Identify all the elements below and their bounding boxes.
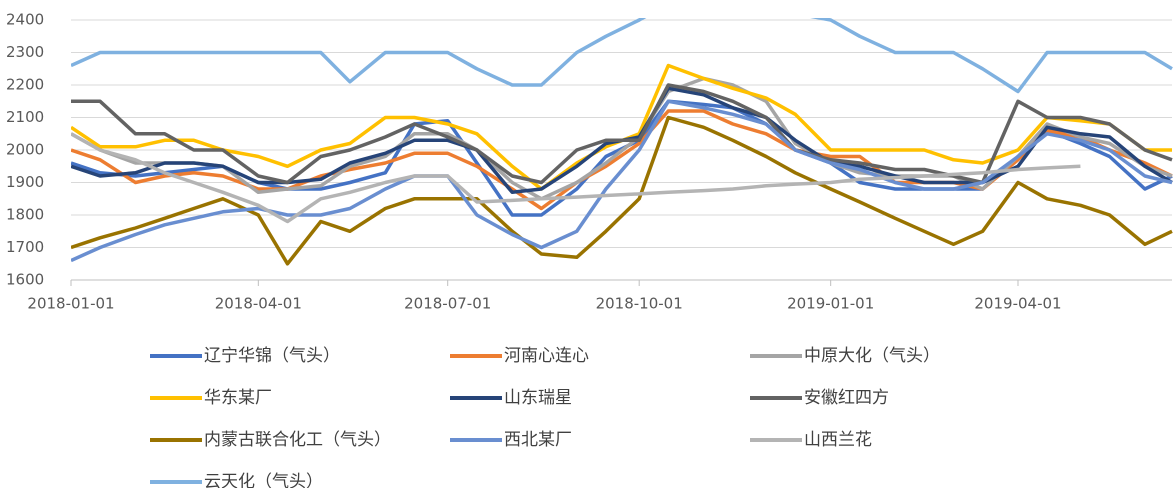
legend-label: 西北某厂 xyxy=(504,430,572,450)
y-tick-label: 2100 xyxy=(6,108,44,126)
legend-label: 山东瑞星 xyxy=(504,388,572,408)
x-tick-label: 2018-10-01 xyxy=(596,295,683,313)
y-tick-label: 1600 xyxy=(6,271,44,289)
legend-label: 华东某厂 xyxy=(204,388,272,408)
y-tick-label: 2000 xyxy=(6,141,44,159)
legend-label: 内蒙古联合化工（气头） xyxy=(204,430,391,450)
series-line xyxy=(71,83,1173,185)
legend-label: 山西兰花 xyxy=(804,430,872,450)
x-tick-label: 2018-01-01 xyxy=(27,295,114,313)
legend-label: 云天化（气头） xyxy=(204,472,323,488)
legend-label: 安徽红四方 xyxy=(804,388,889,408)
legend: 辽宁华锦（气头） 河南心连心 中原大化（气头） 华东某厂 山东瑞星 安徽红四方内蒙古联合化… xyxy=(150,346,940,488)
y-tick-label: 2400 xyxy=(6,11,44,29)
series-line xyxy=(71,132,1081,224)
series-line xyxy=(71,99,1173,263)
plot-area xyxy=(71,18,1173,266)
series-line xyxy=(71,18,1173,94)
x-tick-label: 2019-01-01 xyxy=(787,295,874,313)
x-tick-label: 2019-04-01 xyxy=(974,295,1061,313)
y-tick-label: 1700 xyxy=(6,238,44,256)
y-tick-label: 1900 xyxy=(6,173,44,191)
x-tick-label: 2018-07-01 xyxy=(404,295,491,313)
series-line xyxy=(71,76,1173,201)
y-tick-label: 1800 xyxy=(6,206,44,224)
legend-label: 中原大化（气头） xyxy=(804,346,940,366)
y-tick-label: 2300 xyxy=(6,43,44,61)
y-tick-label: 2200 xyxy=(6,76,44,94)
legend-label: 辽宁华锦（气头） xyxy=(204,346,340,366)
legend-label: 河南心连心 xyxy=(504,346,589,366)
series-line xyxy=(71,115,1173,266)
x-tick-label: 2018-04-01 xyxy=(215,295,302,313)
axes: 1600 1700 1800 1900 2000 2100 2200 2300 2400 2018… xyxy=(6,11,1172,313)
